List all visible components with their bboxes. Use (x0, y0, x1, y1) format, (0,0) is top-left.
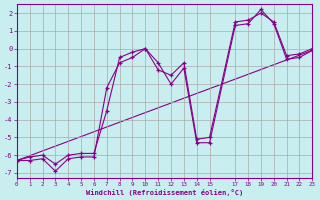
X-axis label: Windchill (Refroidissement éolien,°C): Windchill (Refroidissement éolien,°C) (86, 189, 243, 196)
